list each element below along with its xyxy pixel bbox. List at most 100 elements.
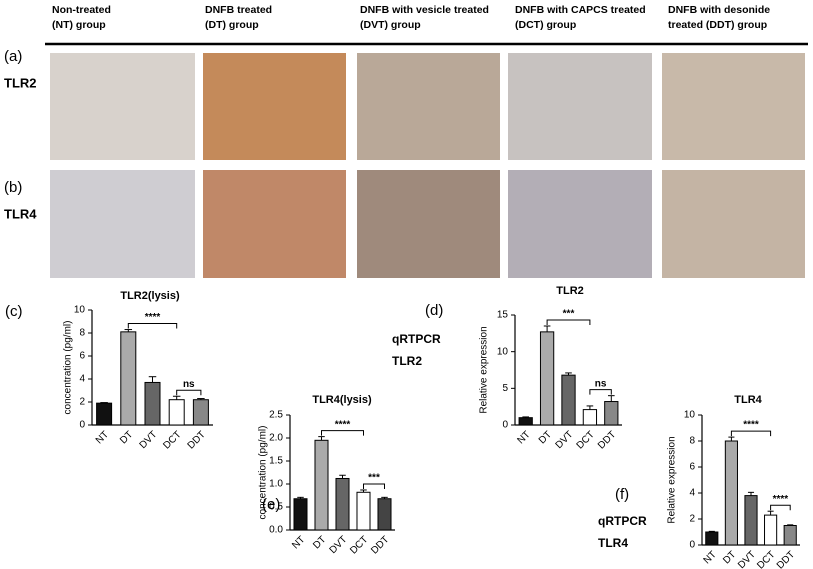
y-tick-label: 10 (74, 305, 86, 316)
y-axis-label: Relative expression (667, 436, 678, 523)
y-tick-label: 0 (502, 420, 508, 431)
column-header: treated (DDT) group (668, 19, 767, 31)
significance-label: *** (368, 473, 380, 484)
bar (539, 331, 555, 426)
histology-grid (50, 53, 805, 278)
significance-label: **** (773, 494, 789, 505)
bar (724, 440, 738, 546)
bar (293, 498, 308, 531)
significance-bracket (770, 504, 791, 511)
y-tick-label: 1.0 (269, 479, 283, 490)
significance-label: ns (183, 379, 195, 390)
y-tick-label: 6 (689, 462, 695, 473)
column-header: (NT) group (52, 19, 106, 31)
histology-image (357, 53, 500, 160)
bar (518, 417, 533, 426)
column-header: DNFB with desonide (668, 4, 770, 16)
y-tick-label: 2.0 (269, 433, 283, 444)
column-header: (DT) group (205, 19, 259, 31)
bar (764, 514, 778, 546)
bar (96, 402, 113, 426)
side-note: qRTPCR (392, 332, 441, 346)
panel-label: (e) (262, 496, 280, 513)
bar (168, 399, 185, 426)
column-header: (DCT) group (515, 19, 576, 31)
y-axis-label: concentration (pg/ml) (63, 321, 74, 415)
histology-image (203, 53, 346, 160)
bar (377, 498, 392, 531)
bar (744, 495, 758, 546)
bar (192, 399, 209, 426)
y-tick-label: 8 (689, 436, 695, 447)
y-tick-label: 6 (79, 351, 85, 362)
side-note: TLR4 (598, 536, 628, 550)
row-label: TLR2 (4, 75, 37, 90)
y-tick-label: 0.5 (269, 502, 283, 513)
histology-image (662, 53, 805, 160)
row-panel-label: (a) (4, 48, 22, 65)
histology-image (357, 170, 500, 278)
significance-bracket (546, 319, 591, 325)
histology-image (50, 53, 195, 160)
significance-label: ns (595, 378, 607, 389)
bar (314, 439, 329, 531)
chart-title: TLR4 (734, 394, 762, 406)
significance-bracket (730, 430, 772, 437)
column-header: (DVT) group (360, 19, 421, 31)
significance-bracket (176, 389, 202, 396)
y-tick-label: 1.5 (269, 456, 283, 467)
column-header: Non-treated (52, 4, 111, 16)
significance-label: **** (743, 420, 759, 431)
y-tick-label: 2.5 (269, 410, 283, 421)
histology-image (662, 170, 805, 278)
y-tick-label: 15 (497, 310, 509, 321)
y-tick-label: 10 (684, 410, 696, 421)
y-tick-label: 0 (689, 540, 695, 551)
bar (705, 531, 719, 546)
chart-title: TLR2 (556, 285, 584, 297)
y-tick-label: 0 (79, 420, 85, 431)
significance-bracket (321, 430, 364, 436)
y-tick-label: 8 (79, 328, 85, 339)
y-tick-label: 10 (497, 346, 509, 357)
histology-image (508, 53, 652, 160)
y-tick-label: 4 (689, 488, 695, 499)
row-panel-label: (b) (4, 179, 22, 196)
side-note: qRTPCR (598, 514, 647, 528)
significance-label: **** (145, 312, 161, 323)
y-tick-label: 4 (79, 374, 85, 385)
significance-label: *** (563, 309, 575, 320)
bar (120, 331, 137, 426)
histology-image (203, 170, 346, 278)
chart-title: TLR4(lysis) (312, 394, 372, 406)
chart-title: TLR2(lysis) (120, 290, 180, 302)
bar (335, 477, 350, 531)
column-header: DNFB with vesicle treated (360, 4, 489, 16)
column-header: DNFB treated (205, 4, 272, 16)
y-tick-label: 2 (689, 514, 695, 525)
panel-label: (f) (615, 486, 629, 503)
bar (604, 401, 619, 426)
y-tick-label: 2 (79, 397, 85, 408)
significance-label: **** (335, 419, 351, 430)
y-axis-label: concentration (pg/ml) (258, 426, 269, 520)
bar (356, 491, 371, 531)
column-header: DNFB with CAPCS treated (515, 4, 646, 16)
side-note: TLR2 (392, 354, 422, 368)
histology-image (50, 170, 195, 278)
bar (783, 525, 797, 546)
y-tick-label: 0.0 (269, 525, 283, 536)
bar (561, 374, 576, 426)
y-tick-label: 5 (502, 383, 508, 394)
row-label: TLR4 (4, 206, 37, 221)
histology-image (508, 170, 652, 278)
significance-bracket (589, 389, 612, 395)
panel-label: (c) (5, 303, 23, 320)
significance-bracket (127, 323, 178, 329)
panel-label: (d) (425, 302, 443, 319)
significance-bracket (363, 483, 385, 489)
y-axis-label: Relative expression (479, 326, 490, 413)
bar (144, 381, 161, 426)
bar (582, 409, 598, 426)
